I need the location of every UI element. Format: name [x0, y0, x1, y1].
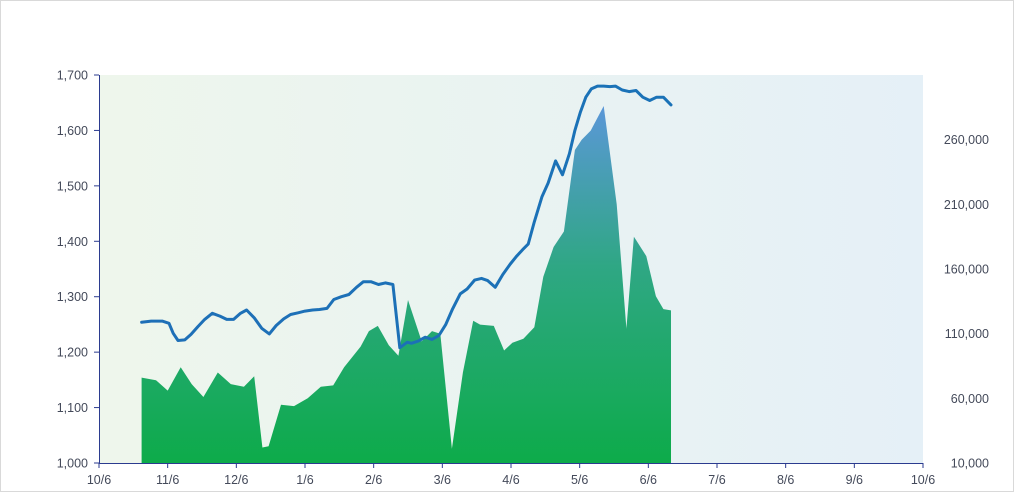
x-tick-label: 9/6: [846, 473, 863, 487]
x-tick-label: 1/6: [296, 473, 313, 487]
left-tick-label: 1,600: [57, 124, 88, 138]
area-series-shape: [141, 106, 672, 463]
x-tick-label: 8/6: [777, 473, 794, 487]
x-tick-label: 7/6: [708, 473, 725, 487]
right-tick-label: 260,000: [944, 133, 989, 147]
x-tick-label: 2/6: [365, 473, 382, 487]
left-tick-label: 1,000: [57, 457, 88, 471]
left-axis-ticks: 1,000 1,100 1,200 1,300 1,400 1,500 1,600 1,700: [57, 69, 99, 471]
left-tick-label: 1,400: [57, 235, 88, 249]
area-series: [141, 106, 672, 463]
x-tick-label: 12/6: [224, 473, 248, 487]
left-tick-label: 1,700: [57, 69, 88, 83]
left-tick-label: 1,500: [57, 179, 88, 193]
right-axis-ticks: 10,000 60,000 110,000 160,000 210,000 260,000: [944, 133, 989, 470]
line-series-path: [140, 84, 673, 350]
right-tick-label: 10,000: [951, 457, 989, 471]
right-tick-label: 60,000: [951, 392, 989, 406]
x-tick-label: 11/6: [156, 473, 179, 487]
left-tick-label: 1,200: [57, 346, 88, 360]
x-tick-label: 10/6: [87, 473, 111, 487]
x-tick-label: 5/6: [571, 473, 588, 487]
line-series: [140, 84, 673, 350]
x-tick-label: 4/6: [502, 473, 519, 487]
x-tick-label: 10/6: [911, 473, 935, 487]
left-tick-label: 1,100: [57, 401, 88, 415]
x-tick-label: 3/6: [434, 473, 451, 487]
right-tick-label: 160,000: [944, 263, 989, 277]
right-tick-label: 210,000: [944, 198, 989, 212]
x-tick-label: 6/6: [640, 473, 657, 487]
right-tick-label: 110,000: [945, 327, 989, 341]
x-axis-ticks: 10/6 11/6 12/6 1/6 2/6 3/6 4/6 5/6 6/6 7/6 8/6 9/6 1…: [87, 463, 935, 487]
left-tick-label: 1,300: [57, 290, 88, 304]
